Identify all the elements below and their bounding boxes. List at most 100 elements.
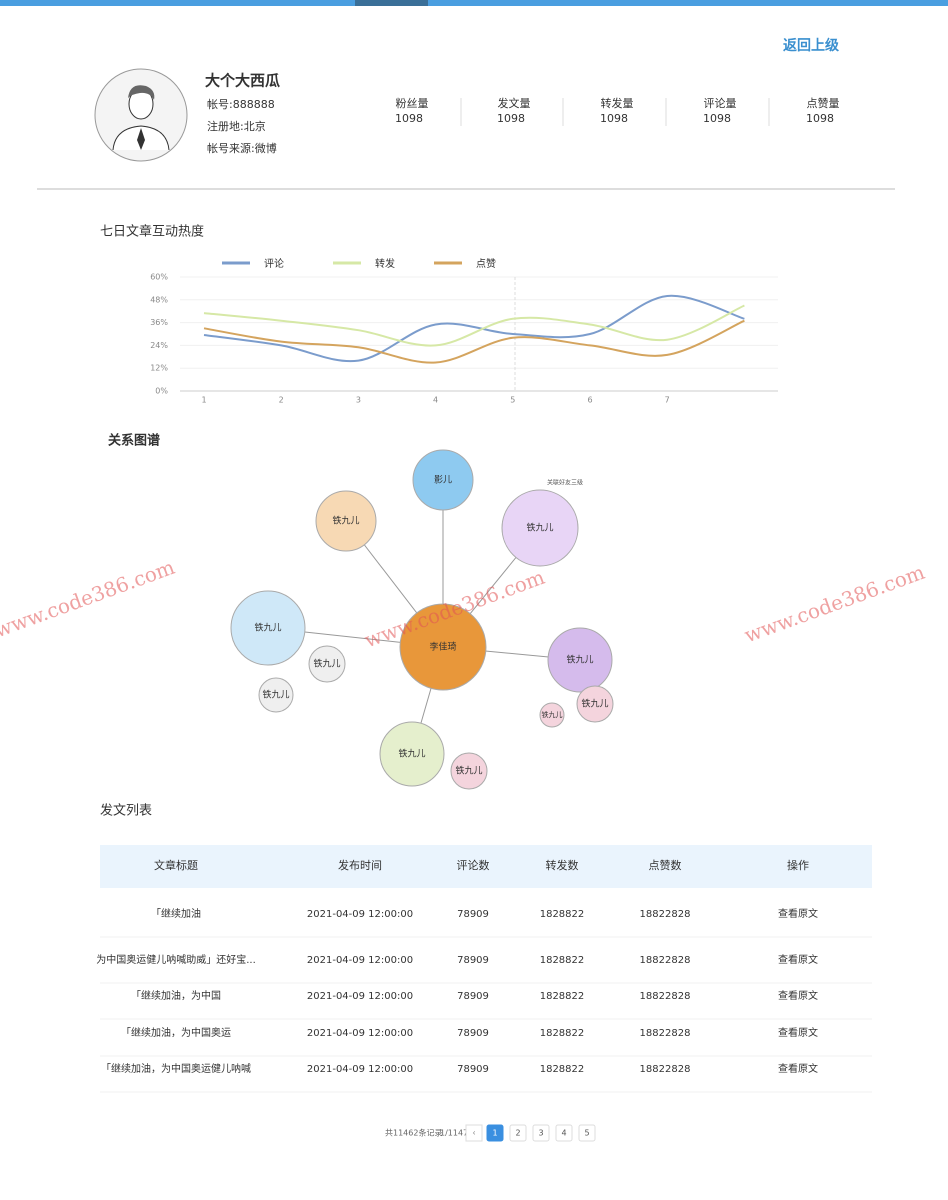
table-cell: 1828822 — [540, 955, 585, 966]
source: 帐号来源:微博 — [207, 141, 277, 155]
table-cell: 78909 — [457, 955, 489, 966]
x-tick-label: 1 — [201, 396, 206, 405]
stat-label: 粉丝量 — [396, 97, 429, 110]
page-button[interactable] — [555, 1124, 573, 1142]
page-number: 5 — [584, 1129, 589, 1138]
graph-node[interactable] — [399, 603, 487, 691]
graph-node-label: 铁九儿 — [398, 748, 425, 760]
graph-node-label: 铁九儿 — [526, 522, 553, 534]
legend-label: 点赞 — [476, 257, 496, 270]
stat-value: 1098 — [395, 112, 423, 125]
y-tick-label: 48% — [150, 295, 168, 304]
y-tick-label: 12% — [150, 364, 168, 373]
graph-node-label: 铁九儿 — [455, 765, 482, 777]
table-header: 评论数 — [457, 858, 490, 872]
graph-node-label: 铁九儿 — [262, 689, 289, 701]
table-cell: 1828822 — [540, 909, 585, 920]
table-cell: 2021-04-09 12:00:00 — [307, 1028, 413, 1039]
table-cell: 18822828 — [640, 955, 691, 966]
page-button[interactable] — [509, 1124, 527, 1142]
graph-node[interactable] — [230, 590, 306, 666]
graph-node[interactable] — [539, 702, 565, 728]
page-button[interactable] — [532, 1124, 550, 1142]
page-number: 2 — [515, 1129, 520, 1138]
table-cell: 「继续加油，为中国奥运健儿呐喊 — [101, 1062, 251, 1075]
region: 注册地:北京 — [207, 119, 266, 133]
series-line — [203, 294, 745, 363]
table-cell: 1828822 — [540, 991, 585, 1002]
stat-label: 点赞量 — [807, 97, 840, 110]
graph-annotation: 关联好友三级 — [547, 479, 583, 487]
table-cell: 1828822 — [540, 1064, 585, 1075]
top-bar — [0, 0, 948, 6]
back-link[interactable]: 返回上级 — [783, 37, 840, 54]
table-cell: 2021-04-09 12:00:00 — [307, 955, 413, 966]
stat-value: 1098 — [703, 112, 731, 125]
table-cell[interactable]: 查看原文 — [778, 953, 818, 966]
table-cell[interactable]: 查看原文 — [778, 989, 818, 1002]
y-tick-label: 0% — [155, 387, 168, 396]
table-cell: 为中国奥运健儿呐喊助威」还好宝... — [96, 953, 256, 966]
table-cell: 2021-04-09 12:00:00 — [307, 1064, 413, 1075]
stat-value: 1098 — [497, 112, 525, 125]
table-cell: 18822828 — [640, 1028, 691, 1039]
chart-title: 七日文章互动热度 — [100, 224, 204, 240]
table-cell[interactable]: 查看原文 — [778, 1026, 818, 1039]
table-cell: 2021-04-09 12:00:00 — [307, 991, 413, 1002]
avatar — [94, 68, 188, 162]
table-cell: 「继续加油，为中国 — [131, 989, 221, 1002]
graph-node-label: 铁九儿 — [566, 654, 593, 666]
watermark: www.code386.com — [741, 560, 928, 648]
stat-value: 1098 — [806, 112, 834, 125]
x-tick-label: 3 — [356, 396, 361, 405]
table-cell: 2021-04-09 12:00:00 — [307, 909, 413, 920]
page-button[interactable] — [465, 1124, 483, 1142]
pagination-total: 共11462条记录 — [385, 1128, 442, 1138]
page-number: 3 — [538, 1129, 543, 1138]
graph-node-label: 李佳琦 — [429, 641, 456, 653]
table-cell: 1828822 — [540, 1028, 585, 1039]
graph-node[interactable] — [501, 489, 579, 567]
table-header: 转发数 — [546, 858, 579, 872]
table-cell: 78909 — [457, 909, 489, 920]
page-button[interactable] — [486, 1124, 504, 1142]
graph-node[interactable] — [379, 721, 445, 787]
graph-node[interactable] — [576, 685, 614, 723]
account: 帐号:888888 — [207, 98, 275, 111]
table-cell: 18822828 — [640, 909, 691, 920]
table-title: 发文列表 — [100, 803, 152, 819]
page-number: 4 — [561, 1129, 566, 1138]
table-header: 操作 — [787, 858, 809, 872]
series-line — [203, 319, 745, 364]
graph-title: 关系图谱 — [108, 433, 160, 449]
x-tick-label: 4 — [433, 396, 438, 405]
graph-node[interactable] — [308, 645, 346, 683]
user-name: 大个大西瓜 — [205, 72, 280, 90]
stat-label: 发文量 — [498, 96, 531, 110]
table-header: 文章标题 — [154, 858, 198, 872]
graph-node-label: 影儿 — [434, 475, 452, 486]
graph-node[interactable] — [315, 490, 377, 552]
graph-node[interactable] — [547, 627, 613, 693]
page-button[interactable] — [578, 1124, 596, 1142]
x-tick-label: 6 — [587, 396, 592, 405]
watermark: www.code386.com — [0, 555, 178, 643]
table-cell: 78909 — [457, 1028, 489, 1039]
pagination-page: 1/1147 — [440, 1129, 468, 1138]
legend-label: 转发 — [375, 257, 395, 270]
page-number: 1 — [492, 1129, 497, 1138]
graph-node[interactable] — [450, 752, 488, 790]
graph-node-label: 铁九儿 — [581, 698, 608, 710]
x-tick-label: 7 — [665, 396, 670, 405]
table-cell: 78909 — [457, 991, 489, 1002]
y-tick-label: 36% — [150, 318, 168, 327]
table-cell[interactable]: 查看原文 — [778, 1062, 818, 1075]
graph-node[interactable] — [412, 449, 474, 511]
x-tick-label: 5 — [510, 396, 515, 405]
table-header-bg — [100, 845, 872, 888]
table-cell: 「继续加油，为中国奥运 — [121, 1026, 231, 1039]
table-cell[interactable]: 查看原文 — [778, 907, 818, 920]
stat-label: 评论量 — [704, 96, 737, 110]
graph-node[interactable] — [258, 677, 294, 713]
